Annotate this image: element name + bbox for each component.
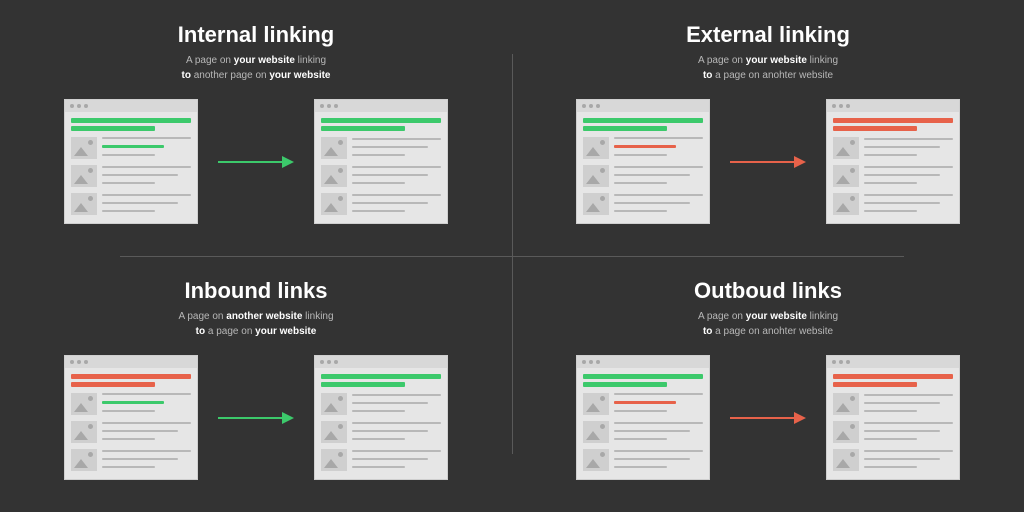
image-thumb-icon [321,193,347,215]
quadrant-title: External linking [512,22,1024,48]
browser-chrome [577,356,709,368]
browser-chrome [315,356,447,368]
browser-chrome [315,100,447,112]
image-thumb-icon [833,449,859,471]
quadrant-external: External linking A page on your website … [512,0,1024,256]
mini-browser-inbound-right [314,355,448,480]
image-thumb-icon [71,165,97,187]
quadrant-subtitle: A page on your website linkingto a page … [512,54,1024,83]
browser-chrome [827,100,959,112]
arrow-icon [728,408,808,428]
browser-chrome [827,356,959,368]
browser-chrome [65,100,197,112]
browser-body [577,112,709,223]
mini-browser-external-right [826,99,960,224]
browser-body [827,368,959,479]
image-thumb-icon [833,165,859,187]
browser-body [65,112,197,223]
image-thumb-icon [833,137,859,159]
image-thumb-icon [833,421,859,443]
mini-browser-outbound-left [576,355,710,480]
arrow-icon [216,408,296,428]
arrow-icon [216,152,296,172]
mini-browser-internal-left [64,99,198,224]
mini-browser-external-left [576,99,710,224]
mini-browser-internal-right [314,99,448,224]
image-thumb-icon [833,393,859,415]
image-thumb-icon [583,421,609,443]
browser-chrome [65,356,197,368]
quadrant-title: Inbound links [0,278,512,304]
browser-body [315,368,447,479]
page-pair [512,99,1024,224]
quadrant-outbound: Outboud links A page on your website lin… [512,256,1024,512]
image-thumb-icon [583,165,609,187]
browser-body [577,368,709,479]
arrow-icon [728,152,808,172]
image-thumb-icon [71,393,97,415]
browser-body [65,368,197,479]
image-thumb-icon [583,393,609,415]
image-thumb-icon [71,193,97,215]
quadrant-inbound: Inbound links A page on another website … [0,256,512,512]
quadrant-internal: Internal linking A page on your website … [0,0,512,256]
quadrant-subtitle: A page on another website linkingto a pa… [0,310,512,339]
quadrant-subtitle: A page on your website linkingto a page … [512,310,1024,339]
page-pair [0,355,512,480]
quadrant-title: Internal linking [0,22,512,48]
mini-browser-inbound-left [64,355,198,480]
image-thumb-icon [583,137,609,159]
image-thumb-icon [321,393,347,415]
image-thumb-icon [321,421,347,443]
quadrant-title: Outboud links [512,278,1024,304]
image-thumb-icon [71,421,97,443]
quadrant-subtitle: A page on your website linkingto another… [0,54,512,83]
mini-browser-outbound-right [826,355,960,480]
browser-chrome [577,100,709,112]
image-thumb-icon [71,449,97,471]
image-thumb-icon [321,449,347,471]
image-thumb-icon [833,193,859,215]
image-thumb-icon [583,449,609,471]
page-pair [0,99,512,224]
image-thumb-icon [321,165,347,187]
image-thumb-icon [583,193,609,215]
image-thumb-icon [321,137,347,159]
browser-body [827,112,959,223]
image-thumb-icon [71,137,97,159]
browser-body [315,112,447,223]
page-pair [512,355,1024,480]
